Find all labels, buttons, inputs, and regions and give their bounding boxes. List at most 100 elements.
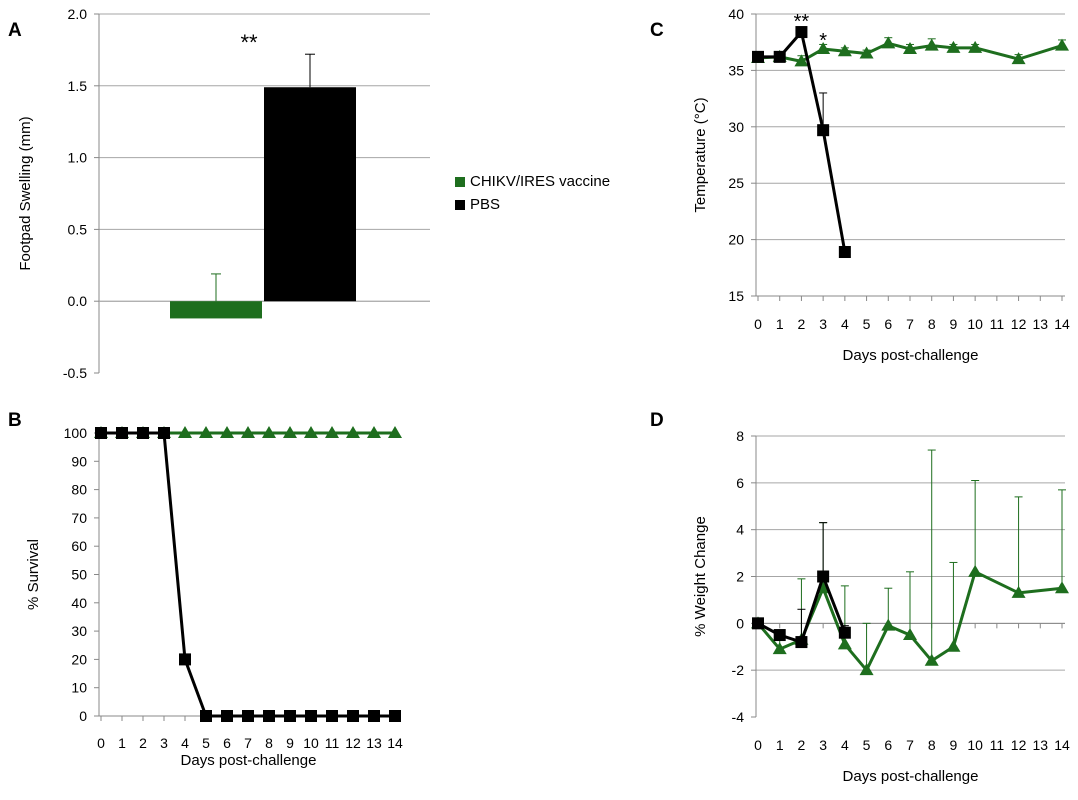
- point-c-vaccine: [881, 36, 896, 49]
- x-tick-label-b: 3: [160, 735, 168, 751]
- y-tick-label-a: 1.5: [68, 78, 88, 94]
- point-c-vaccine: [924, 38, 939, 51]
- point-d-vaccine: [903, 628, 917, 641]
- x-tick-label-b: 12: [345, 735, 361, 751]
- y-tick-label-c: 25: [728, 175, 744, 191]
- y-tick-label-c: 40: [728, 6, 744, 22]
- y-tick-label-b: 80: [71, 482, 87, 498]
- point-b-vaccine: [178, 426, 192, 438]
- point-b-pbs: [137, 427, 149, 439]
- point-c-pbs: [838, 246, 851, 259]
- x-tick-label-d: 13: [1032, 737, 1048, 753]
- x-axis-label-d: Days post-challenge: [843, 768, 979, 785]
- point-b-pbs: [221, 710, 233, 722]
- point-c-vaccine: [903, 41, 917, 54]
- point-b-pbs: [389, 710, 401, 722]
- point-d-vaccine: [859, 663, 874, 676]
- x-tick-label-d: 14: [1054, 737, 1070, 753]
- point-b-vaccine: [388, 426, 402, 438]
- y-tick-label-c: 35: [728, 62, 744, 78]
- x-tick-label-d: 11: [990, 737, 1005, 753]
- point-d-vaccine: [837, 637, 852, 650]
- y-tick-label-d: 0: [736, 615, 744, 631]
- x-tick-label-b: 5: [202, 735, 210, 751]
- x-axis-label-b: Days post-challenge: [181, 752, 317, 769]
- x-tick-label-b: 9: [286, 735, 294, 751]
- point-b-vaccine: [367, 426, 381, 438]
- x-tick-label-b: 8: [265, 735, 273, 751]
- y-axis-label-a: Footpad Swelling (mm): [17, 116, 34, 270]
- point-b-pbs: [179, 653, 191, 666]
- y-tick-label-b: 0: [79, 708, 87, 724]
- x-tick-label-c: 2: [798, 316, 806, 332]
- point-b-pbs: [326, 710, 338, 722]
- point-b-pbs: [116, 427, 128, 439]
- y-tick-label-b: 90: [71, 453, 87, 469]
- x-tick-label-c: 5: [863, 316, 871, 332]
- point-b-pbs: [284, 710, 296, 722]
- point-b-pbs: [158, 427, 170, 439]
- point-d-pbs: [795, 636, 808, 649]
- point-b-vaccine: [283, 426, 297, 438]
- y-tick-label-b: 30: [71, 623, 87, 639]
- point-b-vaccine: [241, 426, 255, 438]
- significance-annotation-a: **: [240, 30, 258, 55]
- point-b-vaccine: [304, 426, 318, 438]
- x-tick-label-d: 6: [884, 737, 892, 753]
- x-tick-label-c: 7: [906, 316, 914, 332]
- x-tick-label-b: 4: [181, 735, 189, 751]
- x-tick-label-c: 3: [819, 316, 827, 332]
- x-tick-label-d: 5: [863, 737, 871, 753]
- point-d-vaccine: [968, 564, 983, 577]
- x-tick-label-b: 2: [139, 735, 147, 751]
- y-tick-label-b: 100: [64, 425, 88, 441]
- point-c-pbs: [773, 50, 786, 63]
- point-d-vaccine: [1055, 581, 1069, 594]
- y-tick-label-b: 60: [71, 538, 87, 554]
- x-tick-label-c: 9: [950, 316, 958, 332]
- point-b-pbs: [242, 710, 254, 722]
- x-tick-label-b: 7: [244, 735, 252, 751]
- x-tick-label-d: 9: [950, 737, 958, 753]
- x-tick-label-b: 1: [118, 735, 126, 751]
- point-d-vaccine: [924, 653, 939, 666]
- x-tick-label-c: 1: [776, 316, 784, 332]
- x-tick-label-d: 4: [841, 737, 849, 753]
- point-d-vaccine: [946, 639, 961, 652]
- y-tick-label-a: 0.0: [68, 293, 88, 309]
- point-c-pbs: [752, 50, 764, 63]
- x-tick-label-c: 13: [1032, 316, 1048, 332]
- x-tick-label-d: 8: [928, 737, 936, 753]
- y-tick-label-d: 4: [736, 522, 744, 538]
- point-d-pbs: [838, 626, 851, 639]
- y-tick-label-c: 30: [728, 119, 744, 135]
- y-axis-label-c: Temperature (°C): [692, 97, 709, 212]
- legend-item-pbs: PBS: [455, 193, 610, 216]
- x-tick-label-d: 7: [906, 737, 914, 753]
- point-d-pbs: [752, 617, 764, 630]
- y-axis-label-d: % Weight Change: [692, 516, 709, 637]
- x-tick-label-b: 14: [387, 735, 403, 751]
- point-d-pbs: [773, 629, 786, 642]
- legend-swatch-pbs: [455, 199, 465, 210]
- x-tick-label-c: 6: [884, 316, 892, 332]
- point-b-vaccine: [220, 426, 234, 438]
- legend: CHIKV/IRES vaccine PBS: [455, 170, 610, 216]
- x-axis-label-c: Days post-challenge: [843, 347, 979, 364]
- point-c-vaccine: [1011, 52, 1026, 65]
- y-tick-label-a: -0.5: [63, 365, 87, 381]
- y-tick-label-b: 70: [71, 510, 87, 526]
- point-c-pbs: [795, 26, 808, 39]
- x-tick-label-d: 0: [754, 737, 762, 753]
- point-d-pbs: [817, 570, 830, 583]
- point-d-vaccine: [881, 618, 896, 631]
- point-c-vaccine: [946, 40, 961, 53]
- y-tick-label-a: 2.0: [68, 6, 88, 22]
- panel-label-d: D: [650, 410, 664, 431]
- y-tick-label-b: 40: [71, 595, 87, 611]
- x-tick-label-c: 8: [928, 316, 936, 332]
- point-c-vaccine: [968, 40, 983, 53]
- y-tick-label-b: 20: [71, 651, 87, 667]
- y-tick-label-b: 10: [71, 680, 87, 696]
